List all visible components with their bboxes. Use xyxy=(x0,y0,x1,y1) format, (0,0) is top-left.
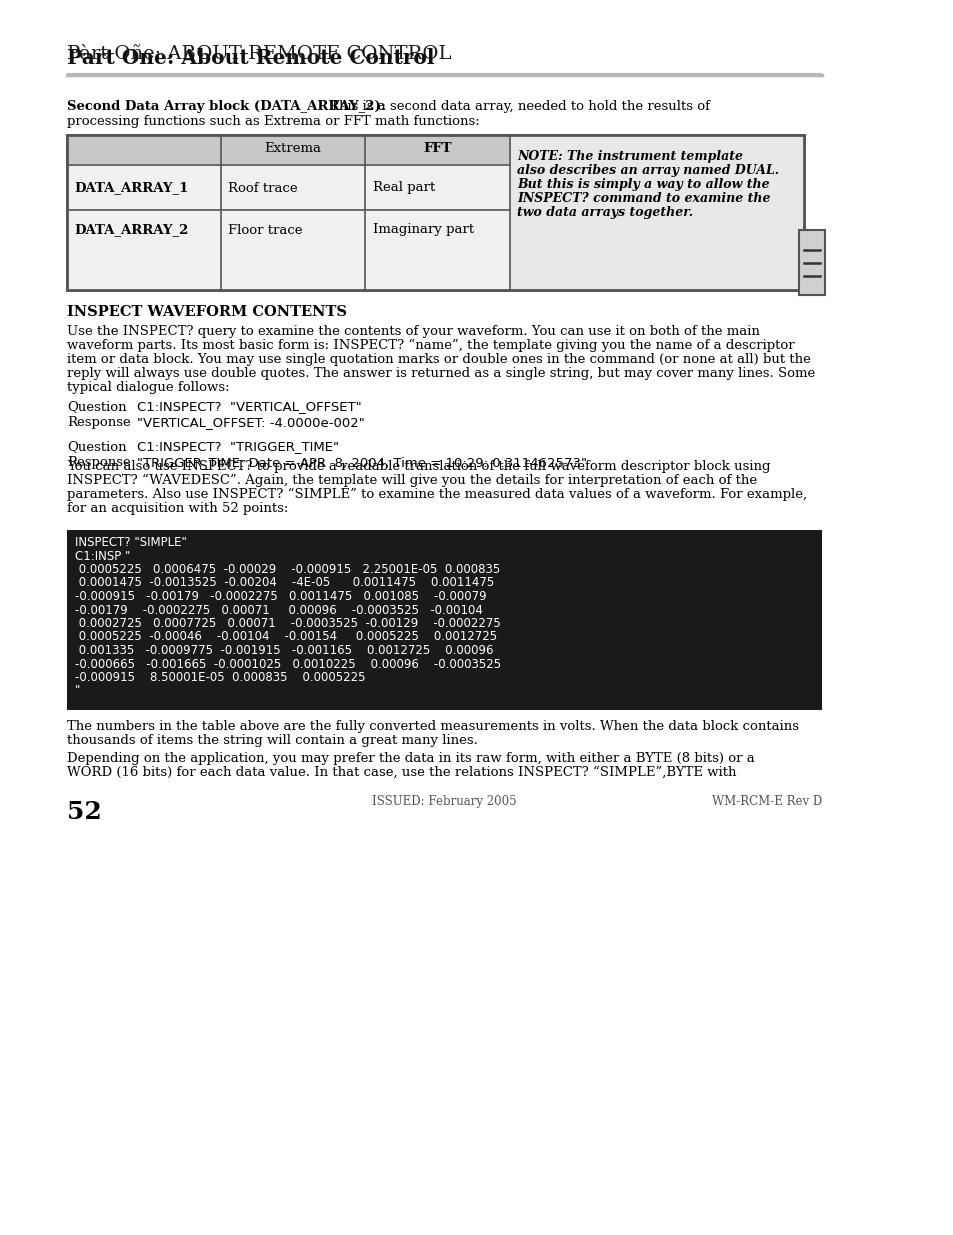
Text: This is a second data array, needed to hold the results of: This is a second data array, needed to h… xyxy=(326,100,710,112)
Text: 0.0002725   0.0007725   0.00071    -0.0003525  -0.00129    -0.0002275: 0.0002725 0.0007725 0.00071 -0.0003525 -… xyxy=(74,618,499,630)
Text: Question: Question xyxy=(67,400,127,412)
Text: But this is simply a way to allow the: But this is simply a way to allow the xyxy=(517,178,769,191)
Text: FFT: FFT xyxy=(423,142,452,154)
Text: item or data block. You may use single quotation marks or double ones in the com: item or data block. You may use single q… xyxy=(67,353,810,366)
Text: INSPECT? "SIMPLE": INSPECT? "SIMPLE" xyxy=(74,536,186,550)
Text: Real part: Real part xyxy=(373,182,435,194)
Text: ISSUED: February 2005: ISSUED: February 2005 xyxy=(372,795,517,808)
Text: INSPECT WAVEFORM CONTENTS: INSPECT WAVEFORM CONTENTS xyxy=(67,305,347,319)
Text: also describes an array named DUAL.: also describes an array named DUAL. xyxy=(517,164,779,177)
Text: ": " xyxy=(74,684,80,698)
Text: -0.000915   -0.00179   -0.0002275   0.0011475   0.001085    -0.00079: -0.000915 -0.00179 -0.0002275 0.0011475 … xyxy=(74,590,486,603)
Bar xyxy=(67,135,802,290)
Text: Roof trace: Roof trace xyxy=(228,182,297,194)
Text: NOTE: The instrument template: NOTE: The instrument template xyxy=(517,149,742,163)
Text: -0.000915    8.50001E-05  0.000835    0.0005225: -0.000915 8.50001E-05 0.000835 0.0005225 xyxy=(74,671,365,684)
Text: WM-RCM-E Rev D: WM-RCM-E Rev D xyxy=(711,795,821,808)
Text: processing functions such as Extrema or FFT math functions:: processing functions such as Extrema or … xyxy=(67,115,479,128)
Text: Part One: About Remote Control: Part One: About Remote Control xyxy=(67,48,435,68)
Text: DATA_ARRAY_1: DATA_ARRAY_1 xyxy=(74,182,189,194)
Text: The numbers in the table above are the fully converted measurements in volts. Wh: The numbers in the table above are the f… xyxy=(67,720,799,734)
Bar xyxy=(67,135,802,290)
Text: -0.00179    -0.0002275   0.00071     0.00096    -0.0003525   -0.00104: -0.00179 -0.0002275 0.00071 0.00096 -0.0… xyxy=(74,604,482,616)
Text: "TRIGGER_TIME: Date = APR  8, 2004, Time = 10:29: 0.311462573": "TRIGGER_TIME: Date = APR 8, 2004, Time … xyxy=(137,456,586,469)
Bar xyxy=(67,530,821,710)
Text: Floor trace: Floor trace xyxy=(228,224,302,236)
Text: DATA_ARRAY_2: DATA_ARRAY_2 xyxy=(74,224,189,236)
Bar xyxy=(798,230,824,295)
Text: Response: Response xyxy=(67,456,131,469)
Text: INSPECT? “WAVEDESC”. Again, the template will give you the details for interpret: INSPECT? “WAVEDESC”. Again, the template… xyxy=(67,474,757,488)
Text: 0.0005225   0.0006475  -0.00029    -0.000915   2.25001E-05  0.000835: 0.0005225 0.0006475 -0.00029 -0.000915 2… xyxy=(74,563,499,576)
Bar xyxy=(67,165,509,210)
Text: waveform parts. Its most basic form is: INSPECT? “name”, the template giving you: waveform parts. Its most basic form is: … xyxy=(67,338,794,352)
Text: Question: Question xyxy=(67,440,127,453)
Text: -0.000665   -0.001665  -0.0001025   0.0010225    0.00096    -0.0003525: -0.000665 -0.001665 -0.0001025 0.0010225… xyxy=(74,657,500,671)
Text: 0.0005225  -0.00046    -0.00104    -0.00154     0.0005225    0.0012725: 0.0005225 -0.00046 -0.00104 -0.00154 0.0… xyxy=(74,631,497,643)
Text: C1:INSPECT?  "VERTICAL_OFFSET": C1:INSPECT? "VERTICAL_OFFSET" xyxy=(137,400,361,412)
Text: Extrema: Extrema xyxy=(264,142,321,154)
Text: C1:INSP ": C1:INSP " xyxy=(74,550,130,562)
Text: Use the INSPECT? query to examine the contents of your waveform. You can use it : Use the INSPECT? query to examine the co… xyxy=(67,325,760,338)
Text: Second Data Array block (DATA_ARRAY_2):: Second Data Array block (DATA_ARRAY_2): xyxy=(67,100,385,112)
Text: 0.0001475  -0.0013525  -0.00204    -4E-05      0.0011475    0.0011475: 0.0001475 -0.0013525 -0.00204 -4E-05 0.0… xyxy=(74,577,494,589)
Text: 0.001335   -0.0009775  -0.001915   -0.001165    0.0012725    0.00096: 0.001335 -0.0009775 -0.001915 -0.001165 … xyxy=(74,643,493,657)
Text: for an acquisition with 52 points:: for an acquisition with 52 points: xyxy=(67,501,288,515)
Text: parameters. Also use INSPECT? “SIMPLE” to examine the measured data values of a : parameters. Also use INSPECT? “SIMPLE” t… xyxy=(67,488,806,501)
Text: Imaginary part: Imaginary part xyxy=(373,224,474,236)
Text: Depending on the application, you may prefer the data in its raw form, with eith: Depending on the application, you may pr… xyxy=(67,752,754,764)
Text: thousands of items the string will contain a great many lines.: thousands of items the string will conta… xyxy=(67,734,477,747)
Text: You can also use INSPECT? to provide a readable translation of the full waveform: You can also use INSPECT? to provide a r… xyxy=(67,459,770,473)
Text: C1:INSPECT?  "TRIGGER_TIME": C1:INSPECT? "TRIGGER_TIME" xyxy=(137,440,338,453)
Bar xyxy=(67,135,802,165)
Text: 52: 52 xyxy=(67,800,102,824)
Text: Response: Response xyxy=(67,416,131,429)
Text: "VERTICAL_OFFSET: -4.0000e-002": "VERTICAL_OFFSET: -4.0000e-002" xyxy=(137,416,364,429)
Text: reply will always use double quotes. The answer is returned as a single string, : reply will always use double quotes. The… xyxy=(67,367,815,380)
Text: typical dialogue follows:: typical dialogue follows: xyxy=(67,382,230,394)
Bar xyxy=(509,135,802,290)
Text: WORD (16 bits) for each data value. In that case, use the relations INSPECT? “SI: WORD (16 bits) for each data value. In t… xyxy=(67,766,736,779)
Bar xyxy=(67,210,509,290)
Text: Pàrt Oñe: ABOUT REMOTE CONTROL: Pàrt Oñe: ABOUT REMOTE CONTROL xyxy=(67,44,451,63)
Text: INSPECT? command to examine the: INSPECT? command to examine the xyxy=(517,191,770,205)
Text: two data arrays together.: two data arrays together. xyxy=(517,206,693,219)
